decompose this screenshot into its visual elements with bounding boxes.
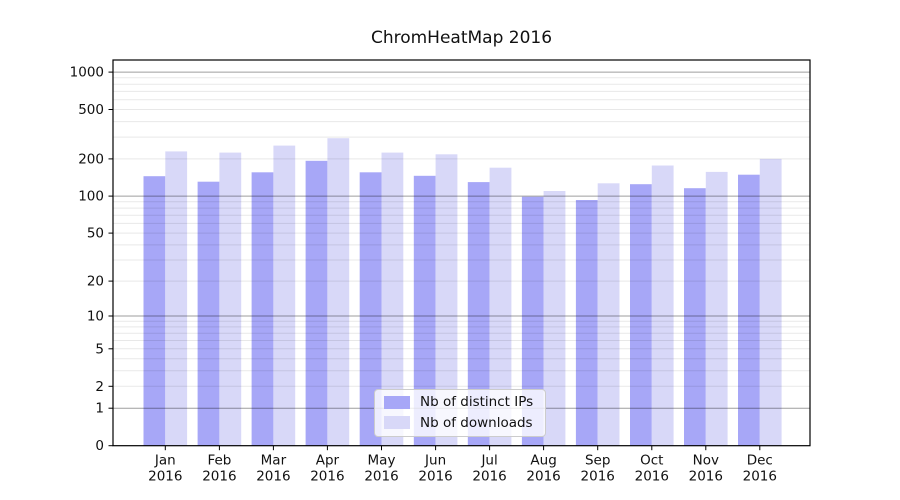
chart-title: ChromHeatMap 2016: [370, 28, 553, 48]
bar-distinct-ips-sep: [575, 200, 598, 446]
legend-swatch-distinct-ips: [384, 395, 410, 409]
bar-distinct-ips-nov: [684, 188, 706, 446]
bar-distinct-ips-feb: [197, 181, 220, 446]
bar-distinct-ips-aug: [521, 196, 544, 446]
bar-downloads-aug: [543, 191, 566, 446]
x-tick-label-year: 2016: [689, 469, 723, 485]
bar-downloads-may: [381, 152, 404, 446]
x-tick-label-year: 2016: [581, 469, 615, 485]
bar-downloads-jan: [165, 151, 188, 446]
y-tick-label: 2: [95, 379, 104, 395]
y-tick-label: 20: [87, 274, 104, 290]
x-tick-label-year: 2016: [148, 469, 182, 485]
y-tick-label: 1: [95, 401, 104, 417]
legend: Nb of distinct IPs Nb of downloads: [374, 389, 546, 437]
legend-item-downloads: Nb of downloads: [375, 415, 545, 431]
bar-distinct-ips-jan: [143, 176, 166, 446]
bar-downloads-jul: [489, 167, 512, 446]
bar-downloads-apr: [327, 138, 350, 446]
x-tick-label-month: Nov: [693, 453, 719, 469]
bar-distinct-ips-jul: [467, 182, 490, 446]
y-tick-label: 0: [95, 438, 104, 454]
y-tick-label: 500: [78, 102, 104, 118]
x-tick-label-month: Oct: [640, 453, 663, 469]
x-tick-label-year: 2016: [526, 469, 560, 485]
legend-label-downloads: Nb of downloads: [420, 414, 533, 431]
bar-distinct-ips-may: [359, 172, 382, 446]
x-tick-label-month: Apr: [316, 453, 340, 469]
bar-downloads-mar: [273, 145, 296, 446]
x-tick-label-year: 2016: [472, 469, 506, 485]
bar-distinct-ips-oct: [630, 184, 652, 446]
bar-downloads-oct: [651, 165, 674, 446]
y-tick-label: 10: [87, 309, 104, 325]
x-tick-label-month: Feb: [207, 453, 231, 469]
x-tick-label-month: Sep: [585, 453, 610, 469]
bar-downloads-nov: [705, 171, 728, 446]
x-tick-label-year: 2016: [310, 469, 344, 485]
bar-distinct-ips-jun: [413, 175, 436, 446]
y-tick-label: 50: [87, 226, 104, 242]
y-tick-label: 1000: [70, 65, 104, 81]
x-tick-label-month: Dec: [747, 453, 773, 469]
bar-downloads-jun: [435, 154, 458, 446]
x-tick-label-year: 2016: [743, 469, 777, 485]
y-tick-label: 5: [95, 341, 104, 357]
legend-label-distinct-ips: Nb of distinct IPs: [420, 394, 534, 411]
bar-downloads-dec: [759, 158, 782, 446]
x-tick-label-month: Jan: [154, 453, 176, 469]
x-tick-label-year: 2016: [635, 469, 669, 485]
bar-distinct-ips-apr: [305, 160, 328, 446]
legend-swatch-downloads: [384, 416, 410, 430]
bar-downloads-feb: [219, 152, 242, 446]
y-tick-label: 200: [78, 151, 104, 167]
x-tick-label-month: Mar: [261, 453, 287, 469]
x-tick-label-month: Aug: [530, 453, 556, 469]
x-tick-label-year: 2016: [256, 469, 290, 485]
x-tick-label-month: Jun: [424, 453, 446, 469]
legend-item-distinct-ips: Nb of distinct IPs: [375, 394, 545, 410]
x-tick-label-year: 2016: [418, 469, 452, 485]
x-tick-label-month: May: [368, 453, 396, 469]
bar-distinct-ips-mar: [251, 172, 274, 446]
plot-border: [112, 59, 811, 447]
y-tick-label: 100: [78, 189, 104, 205]
x-tick-label-year: 2016: [364, 469, 398, 485]
x-tick-label-year: 2016: [202, 469, 236, 485]
x-tick-label-month: Jul: [480, 453, 497, 469]
bar-distinct-ips-dec: [738, 174, 760, 446]
bar-downloads-sep: [597, 183, 620, 446]
